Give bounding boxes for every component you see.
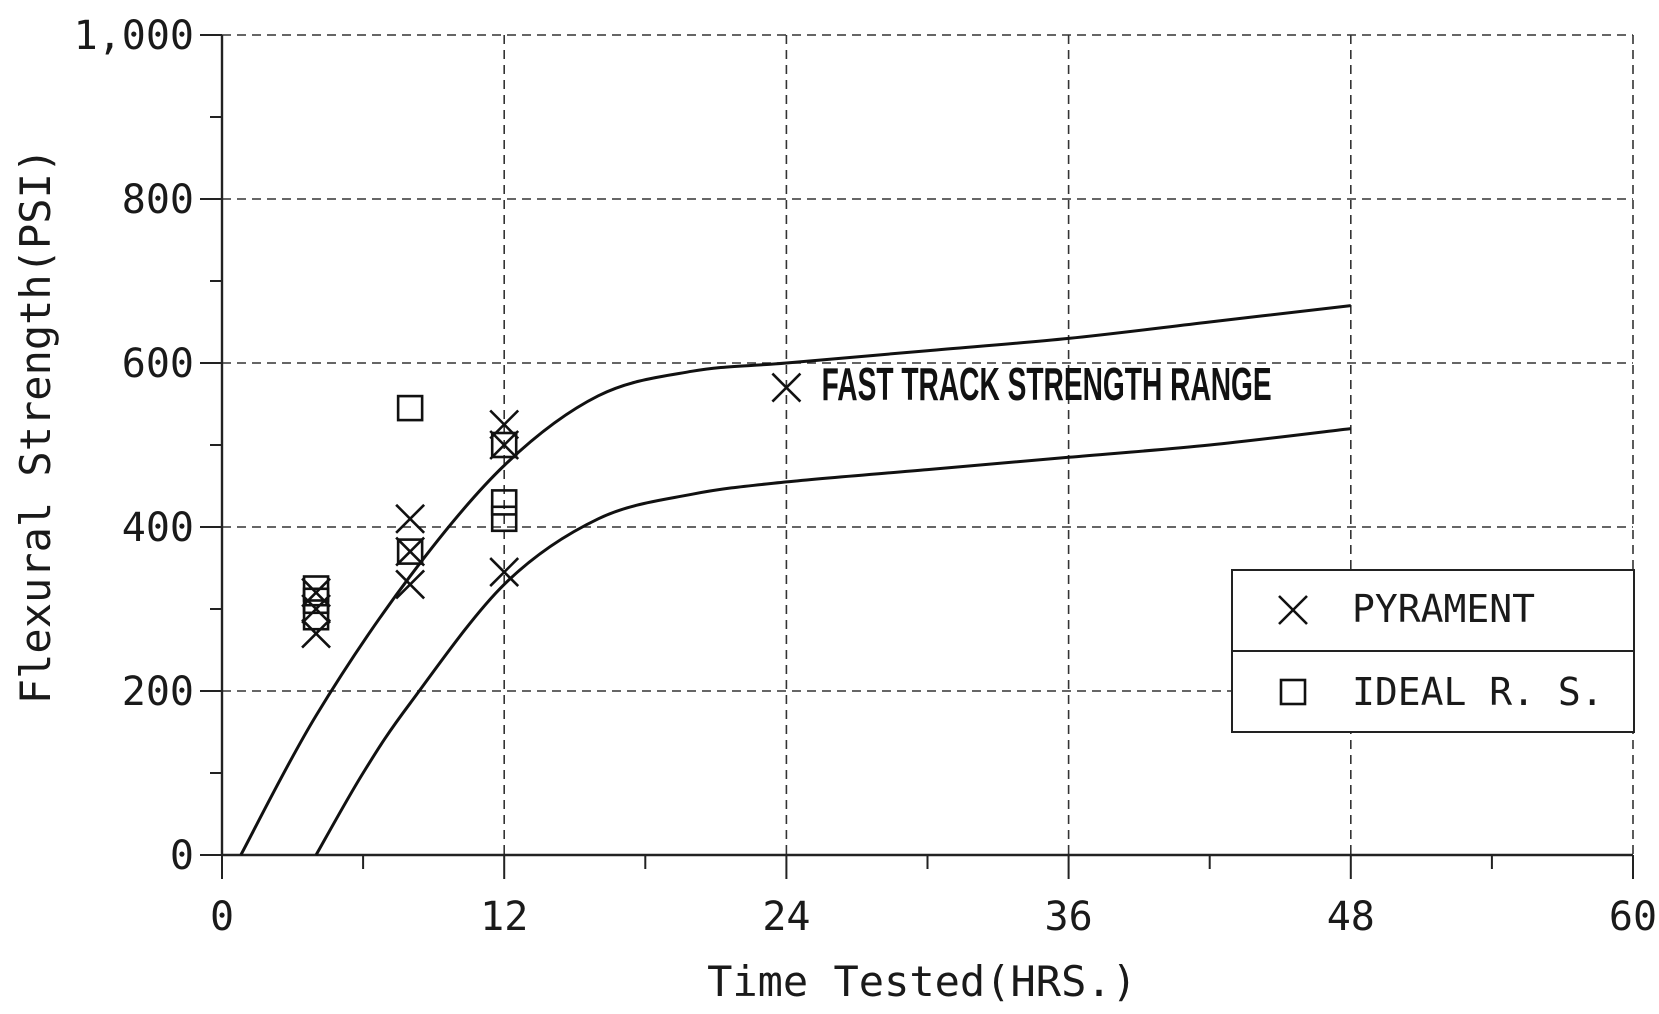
range-curve-upper bbox=[239, 304, 1351, 856]
x-tick-label-0: 0 bbox=[210, 894, 234, 940]
y-tick-label-600: 600 bbox=[122, 341, 194, 387]
fast-track-annotation: FAST TRACK STRENGTH RANGE bbox=[822, 358, 1272, 410]
range-curve-lower bbox=[314, 427, 1351, 856]
y-tick-label-1000: 1,000 bbox=[74, 13, 194, 59]
legend-x-marker bbox=[1278, 595, 1308, 625]
y-tick-label-0: 0 bbox=[170, 833, 194, 879]
legend-square-marker bbox=[1279, 678, 1307, 706]
axes bbox=[200, 34, 1634, 879]
x-tick-label-48: 48 bbox=[1327, 894, 1375, 940]
legend-marker-ideal-rs bbox=[1279, 678, 1307, 706]
pyrament-point bbox=[301, 577, 331, 608]
x-tick-label-24: 24 bbox=[762, 894, 810, 940]
data-points bbox=[301, 372, 802, 649]
legend-marker-pyrament bbox=[1278, 595, 1308, 625]
y-tick-labels: 0 200 400 600 800 1,000 bbox=[74, 13, 194, 879]
ideal-rs-point bbox=[302, 575, 330, 602]
legend-label-pyrament: PYRAMENT bbox=[1352, 587, 1535, 631]
pyrament-point bbox=[395, 503, 426, 534]
pyrament-point bbox=[771, 372, 802, 403]
strength-range-curves bbox=[239, 304, 1351, 856]
ideal-rs-point bbox=[302, 603, 330, 631]
pyrament-point bbox=[489, 557, 520, 588]
ideal-rs-point bbox=[396, 394, 424, 422]
legend: PYRAMENT IDEAL R. S. bbox=[1231, 569, 1635, 733]
x-tick-label-36: 36 bbox=[1045, 894, 1093, 940]
x-tick-label-12: 12 bbox=[480, 894, 528, 940]
y-tick-label-200: 200 bbox=[122, 669, 194, 715]
ideal-rs-point bbox=[490, 431, 518, 459]
pyrament-point bbox=[301, 618, 331, 649]
ideal-rs-point bbox=[490, 505, 518, 533]
pyrament-point bbox=[395, 569, 426, 600]
y-tick-label-400: 400 bbox=[122, 505, 194, 551]
ideal-rs-point bbox=[490, 489, 518, 516]
y-tick-label-800: 800 bbox=[122, 177, 194, 223]
ideal-rs-point bbox=[396, 538, 424, 565]
legend-label-ideal-rs: IDEAL R. S. bbox=[1352, 670, 1604, 714]
pyrament-point bbox=[395, 536, 426, 567]
x-tick-label-60: 60 bbox=[1609, 894, 1657, 940]
y-axis-title: Flexural Strength(PSI) bbox=[11, 148, 60, 704]
x-tick-labels: 0 12 24 36 48 60 bbox=[210, 894, 1657, 940]
x-axis-title: Time Tested(HRS.) bbox=[707, 957, 1137, 1006]
